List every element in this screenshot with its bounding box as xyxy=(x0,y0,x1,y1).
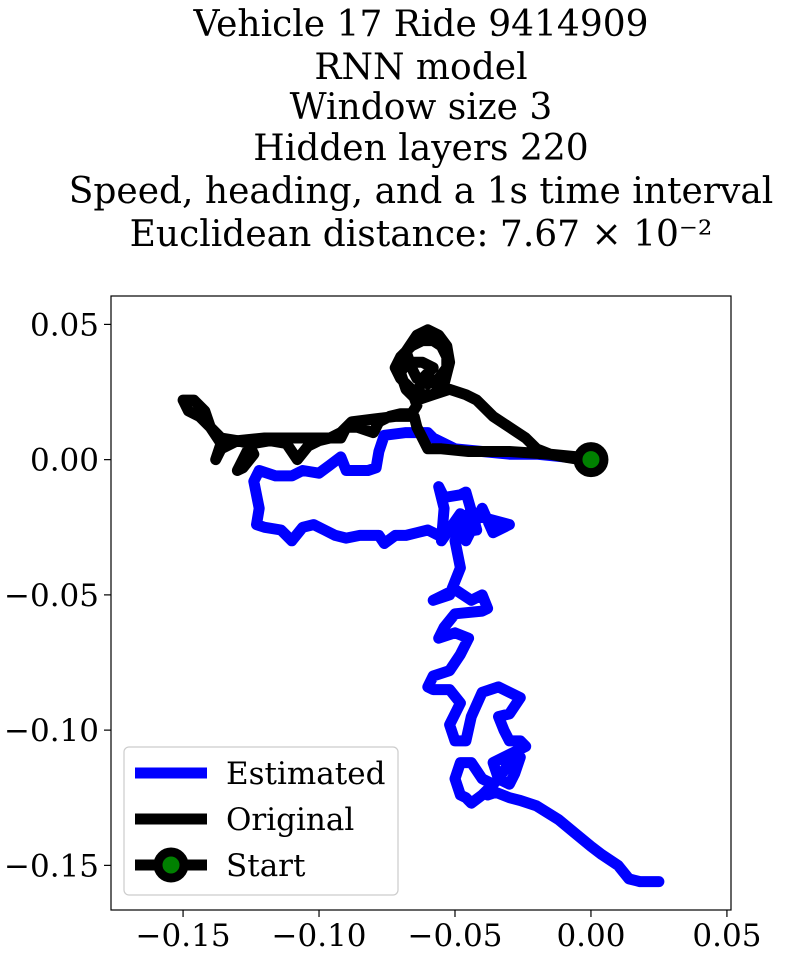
y-tick-label: 0.00 xyxy=(30,443,99,479)
title-line: Vehicle 17 Ride 9414909 xyxy=(192,4,648,45)
y-tick-label: −0.10 xyxy=(4,713,99,749)
x-tick-label: −0.15 xyxy=(136,918,231,954)
series-line-estimated xyxy=(248,427,665,888)
title-line: Euclidean distance: 7.67 × 10⁻² xyxy=(130,214,713,255)
title-line: RNN model xyxy=(314,47,527,88)
series-line-original xyxy=(177,324,597,476)
legend-label-estimated: Estimated xyxy=(226,756,385,792)
start-marker xyxy=(573,442,609,478)
x-axis-ticks: −0.15 −0.10 −0.05 0.00 0.05 xyxy=(136,910,761,954)
legend-label-start: Start xyxy=(226,848,306,884)
legend: Estimated Original Start xyxy=(123,746,399,896)
title-line: Speed, heading, and a 1s time interval xyxy=(69,171,774,212)
x-tick-label: 0.00 xyxy=(556,918,625,954)
legend-start-marker xyxy=(153,847,189,883)
x-tick-label: −0.10 xyxy=(272,918,367,954)
plot-series-layer xyxy=(177,324,665,888)
y-axis-ticks: 0.05 0.00 −0.05 −0.10 −0.15 xyxy=(4,307,111,884)
title-line: Window size 3 xyxy=(290,87,553,128)
x-tick-label: 0.05 xyxy=(692,918,761,954)
title-line: Hidden layers 220 xyxy=(253,128,588,169)
legend-label-original: Original xyxy=(226,802,354,838)
y-tick-label: −0.15 xyxy=(4,848,99,884)
y-tick-label: −0.05 xyxy=(4,578,99,614)
plot-frame xyxy=(110,295,732,911)
x-tick-label: −0.05 xyxy=(407,918,502,954)
y-tick-label: 0.05 xyxy=(30,307,99,343)
legend-box xyxy=(123,746,399,896)
